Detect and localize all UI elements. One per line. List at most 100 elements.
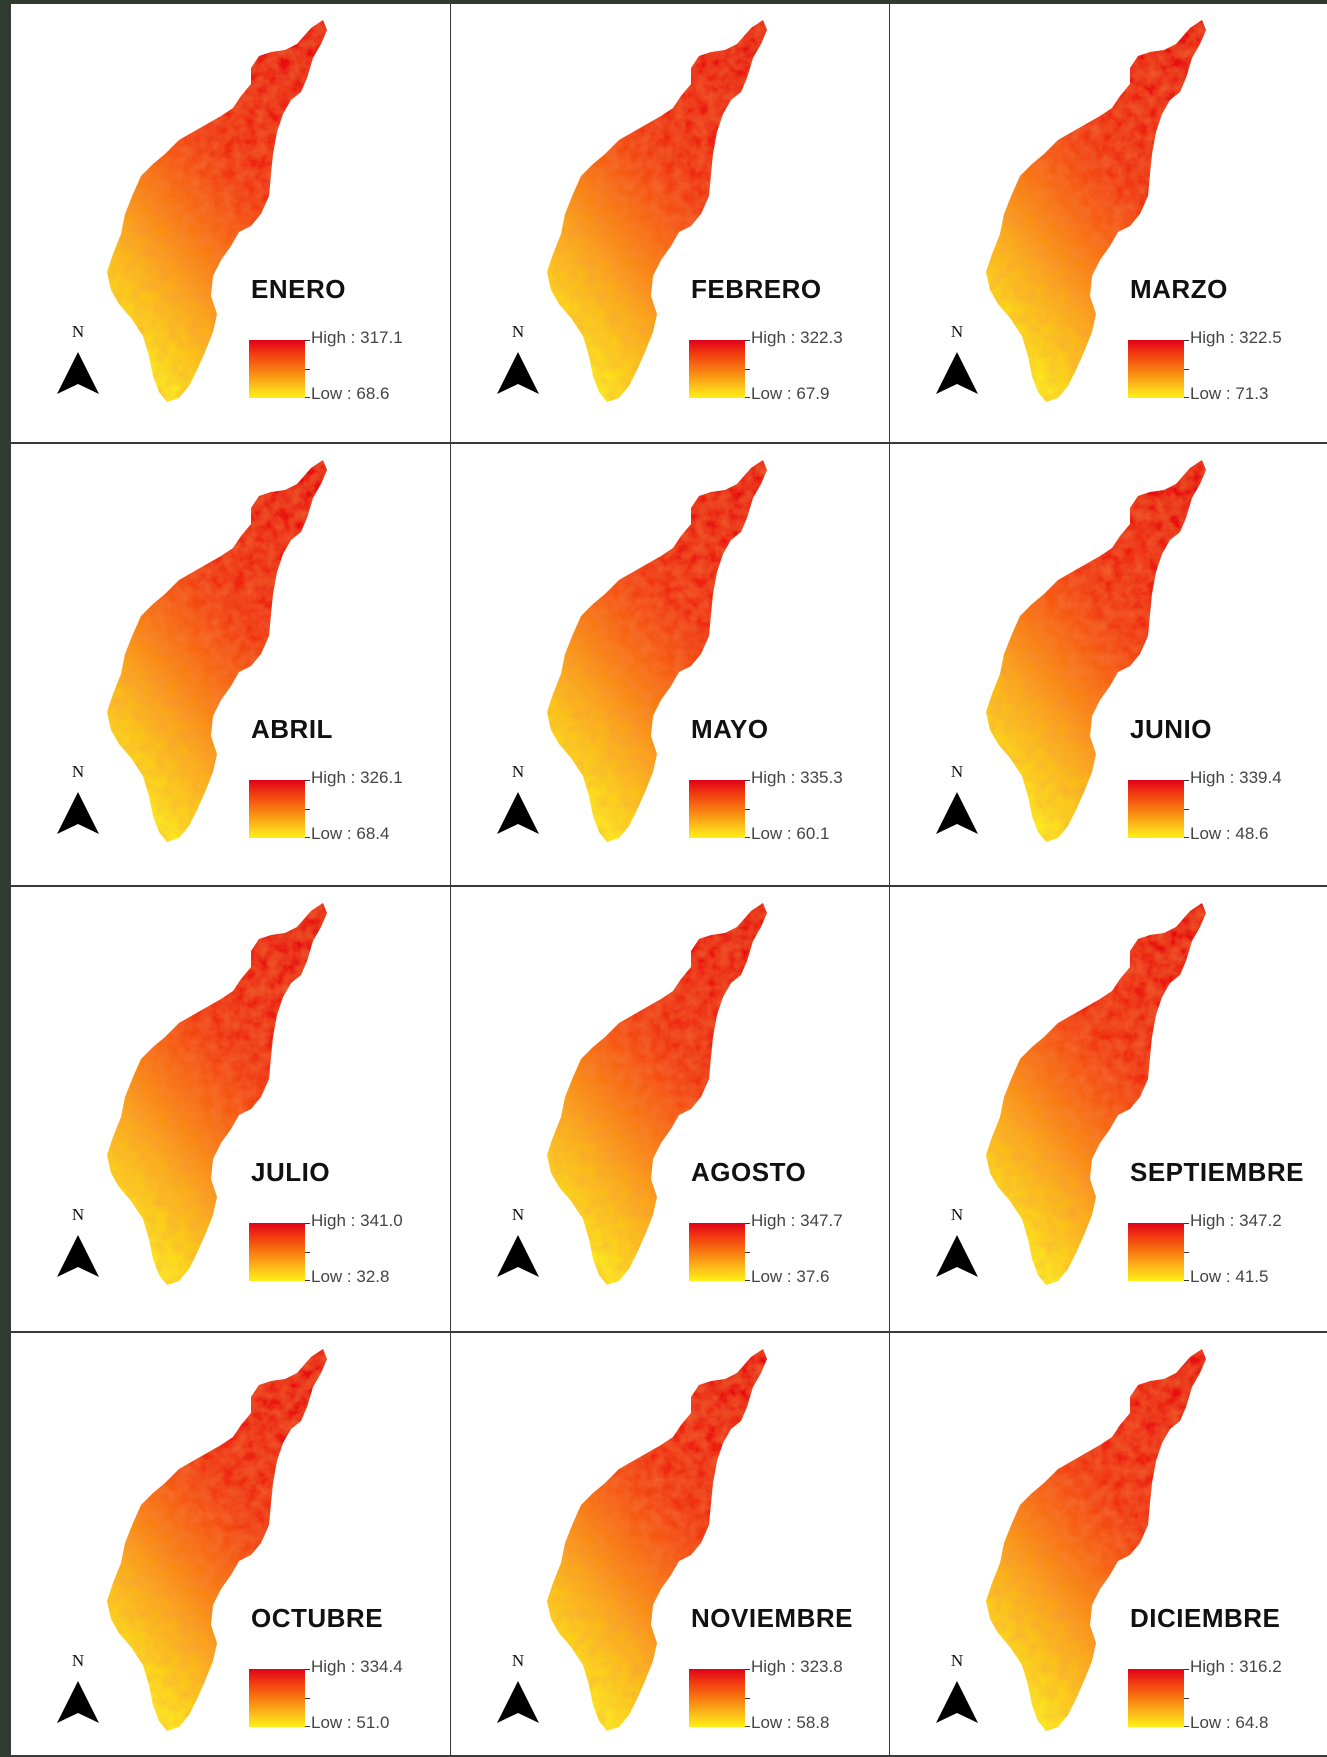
north-arrow-icon (497, 1681, 539, 1723)
map-panel-febrero: FEBRERO N High : 322.3 Low : 67.9 (451, 3, 890, 444)
north-label: N (950, 322, 964, 341)
legend-high: High : 326.1 (311, 768, 403, 787)
basin-map (986, 1349, 1206, 1731)
map-panel-marzo: MARZO N High : 322.5 Low : 71.3 (890, 3, 1327, 444)
basin-map (986, 460, 1206, 842)
map-sheet: ENERO N High : 317.1 Low : 68.6 (10, 3, 1327, 1757)
color-ramp-swatch (689, 1669, 745, 1727)
north-label: N (511, 322, 525, 341)
north-label: N (950, 1651, 964, 1670)
legend: High : 322.3 Low : 67.9 (689, 328, 889, 414)
color-ramp-swatch (689, 780, 745, 838)
color-ramp-swatch (249, 1223, 305, 1281)
month-title: AGOSTO (691, 1157, 807, 1187)
month-title: MARZO (1130, 274, 1228, 304)
legend-low: Low : 71.3 (1190, 384, 1269, 403)
north-arrow-icon (936, 1235, 978, 1277)
north-arrow: N (55, 762, 101, 852)
basin-map (107, 20, 327, 402)
legend-low: Low : 37.6 (751, 1267, 830, 1286)
north-arrow: N (495, 322, 541, 412)
color-ramp-swatch (1128, 1669, 1184, 1727)
north-label: N (511, 1651, 525, 1670)
legend-low: Low : 58.8 (751, 1713, 830, 1732)
north-arrow: N (934, 1205, 980, 1295)
month-title: DICIEMBRE (1130, 1603, 1281, 1633)
legend-high: High : 323.8 (751, 1657, 843, 1676)
legend-high: High : 322.3 (751, 328, 843, 347)
map-panel-noviembre: NOVIEMBRE N High : 323.8 Low : 58.8 (451, 1333, 890, 1757)
month-title: JUNIO (1130, 714, 1212, 744)
legend: High : 335.3 Low : 60.1 (689, 768, 889, 854)
legend-low: Low : 64.8 (1190, 1713, 1269, 1732)
legend-low: Low : 67.9 (751, 384, 830, 403)
north-label: N (71, 762, 85, 781)
month-title: MAYO (691, 714, 769, 744)
legend-high: High : 316.2 (1190, 1657, 1282, 1676)
north-arrow-icon (936, 352, 978, 394)
north-arrow-icon (57, 352, 99, 394)
north-arrow: N (55, 1651, 101, 1741)
north-arrow: N (55, 1205, 101, 1295)
month-title: ABRIL (251, 714, 333, 744)
north-arrow: N (55, 322, 101, 412)
map-panel-junio: JUNIO N High : 339.4 Low : 48.6 (890, 444, 1327, 887)
basin-map (986, 903, 1206, 1285)
legend: High : 341.0 Low : 32.8 (249, 1211, 449, 1297)
legend-low: Low : 51.0 (311, 1713, 390, 1732)
basin-map (107, 903, 327, 1285)
month-title: NOVIEMBRE (691, 1603, 853, 1633)
basin-map (547, 460, 767, 842)
legend-high: High : 335.3 (751, 768, 843, 787)
north-arrow: N (934, 322, 980, 412)
color-ramp-swatch (1128, 340, 1184, 398)
legend: High : 347.7 Low : 37.6 (689, 1211, 889, 1297)
basin-map (107, 1349, 327, 1731)
legend: High : 339.4 Low : 48.6 (1128, 768, 1327, 854)
legend-high: High : 334.4 (311, 1657, 403, 1676)
map-panel-septiembre: SEPTIEMBRE N High : 347.2 Low : 41.5 (890, 887, 1327, 1333)
legend-high: High : 339.4 (1190, 768, 1282, 787)
map-panel-agosto: AGOSTO N High : 347.7 Low : 37.6 (451, 887, 890, 1333)
north-arrow-icon (497, 792, 539, 834)
north-arrow: N (934, 1651, 980, 1741)
north-arrow-icon (497, 352, 539, 394)
legend-high: High : 341.0 (311, 1211, 403, 1230)
map-panel-abril: ABRIL N High : 326.1 Low : 68.4 (10, 444, 451, 887)
legend-high: High : 322.5 (1190, 328, 1282, 347)
month-title: ENERO (251, 274, 346, 304)
legend: High : 326.1 Low : 68.4 (249, 768, 449, 854)
color-ramp-swatch (689, 340, 745, 398)
north-arrow-icon (57, 1235, 99, 1277)
color-ramp-swatch (1128, 1223, 1184, 1281)
legend-low: Low : 41.5 (1190, 1267, 1269, 1286)
north-arrow-icon (936, 792, 978, 834)
map-panel-octubre: OCTUBRE N High : 334.4 Low : 51.0 (10, 1333, 451, 1757)
legend: High : 317.1 Low : 68.6 (249, 328, 449, 414)
north-label: N (71, 322, 85, 341)
north-arrow: N (495, 1205, 541, 1295)
legend: High : 322.5 Low : 71.3 (1128, 328, 1327, 414)
basin-map (547, 903, 767, 1285)
legend-low: Low : 60.1 (751, 824, 830, 843)
north-arrow-icon (57, 1681, 99, 1723)
north-label: N (511, 1205, 525, 1224)
legend: High : 316.2 Low : 64.8 (1128, 1657, 1327, 1743)
north-arrow: N (934, 762, 980, 852)
basin-map (107, 460, 327, 842)
color-ramp-swatch (249, 340, 305, 398)
legend-low: Low : 68.6 (311, 384, 390, 403)
basin-map (547, 1349, 767, 1731)
north-arrow-icon (497, 1235, 539, 1277)
map-panel-enero: ENERO N High : 317.1 Low : 68.6 (10, 3, 451, 444)
north-label: N (511, 762, 525, 781)
map-panel-diciembre: DICIEMBRE N High : 316.2 Low : 64.8 (890, 1333, 1327, 1757)
legend-low: Low : 48.6 (1190, 824, 1269, 843)
north-label: N (71, 1205, 85, 1224)
basin-map (547, 20, 767, 402)
color-ramp-swatch (689, 1223, 745, 1281)
month-title: JULIO (251, 1157, 331, 1187)
legend-low: Low : 32.8 (311, 1267, 390, 1286)
legend: High : 334.4 Low : 51.0 (249, 1657, 449, 1743)
north-label: N (950, 762, 964, 781)
